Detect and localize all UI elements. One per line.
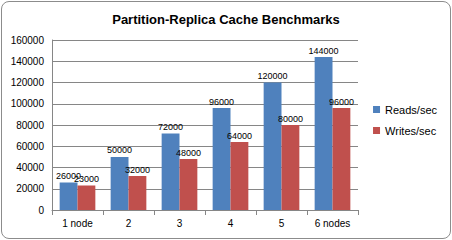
svg-text:140000: 140000 (11, 56, 45, 67)
svg-text:50000: 50000 (107, 145, 132, 155)
svg-text:160000: 160000 (11, 35, 45, 46)
svg-text:Partition-Replica Cache Benchm: Partition-Replica Cache Benchmarks (112, 12, 340, 27)
svg-text:20000: 20000 (16, 183, 44, 194)
svg-text:80000: 80000 (16, 120, 44, 131)
svg-text:60000: 60000 (16, 141, 44, 152)
svg-text:23000: 23000 (74, 174, 99, 184)
svg-text:Writes/sec: Writes/sec (385, 125, 437, 137)
svg-text:1 node: 1 node (62, 218, 93, 229)
svg-text:32000: 32000 (125, 165, 150, 175)
svg-text:80000: 80000 (278, 114, 303, 124)
svg-text:4: 4 (228, 218, 234, 229)
svg-text:0: 0 (38, 205, 44, 216)
svg-text:144000: 144000 (309, 46, 339, 56)
svg-text:2: 2 (126, 218, 132, 229)
svg-text:120000: 120000 (258, 71, 288, 81)
svg-text:26000: 26000 (56, 170, 82, 181)
svg-text:5: 5 (279, 218, 285, 229)
svg-text:72000: 72000 (158, 122, 183, 132)
svg-text:64000: 64000 (227, 131, 252, 141)
svg-text:120000: 120000 (11, 77, 45, 88)
svg-text:48000: 48000 (176, 148, 201, 158)
svg-text:3: 3 (177, 218, 183, 229)
svg-text:96000: 96000 (209, 97, 234, 107)
svg-text:100000: 100000 (11, 98, 45, 109)
svg-text:6 nodes: 6 nodes (315, 218, 351, 229)
svg-text:96000: 96000 (329, 97, 354, 107)
svg-text:Reads/sec: Reads/sec (385, 104, 437, 116)
svg-text:40000: 40000 (16, 162, 44, 173)
